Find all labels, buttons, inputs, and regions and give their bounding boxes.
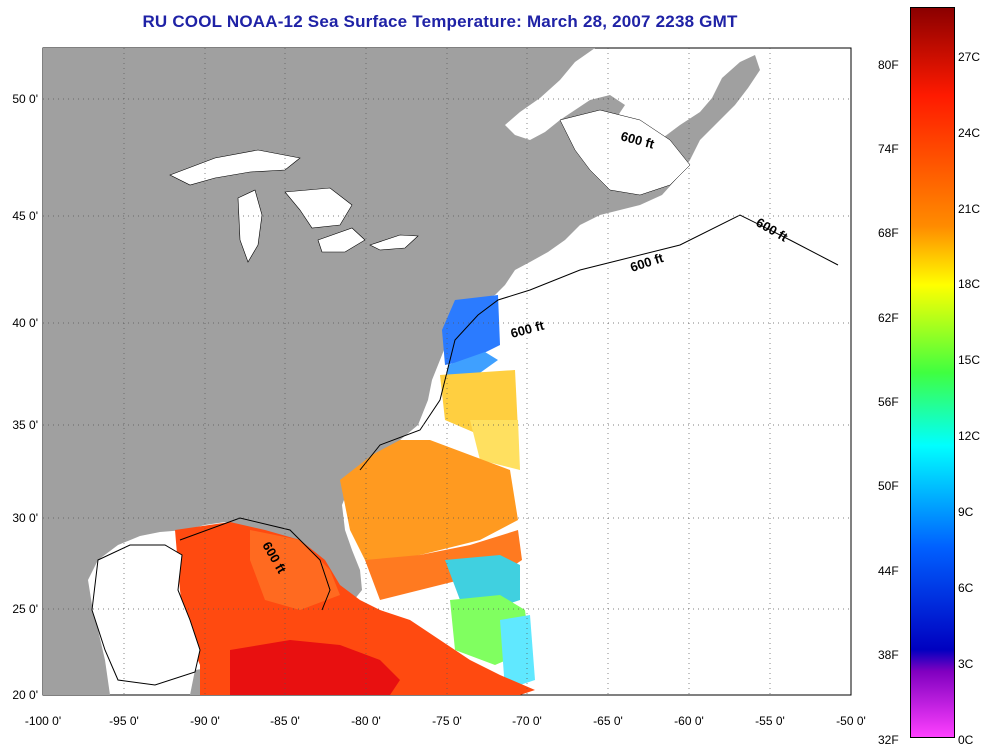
- colorbar-c-label: 3C: [958, 657, 974, 671]
- x-tick-label: -85 0': [270, 714, 300, 728]
- great-lakes: [169, 149, 419, 263]
- x-tick-label: -60 0': [674, 714, 704, 728]
- gulf-no-data: [91, 544, 201, 686]
- temperature-colorbar: [910, 7, 955, 738]
- y-tick-label: 20 0': [12, 688, 38, 702]
- colorbar-c-label: 12C: [958, 429, 981, 443]
- x-tick-label: -70 0': [512, 714, 542, 728]
- colorbar-f-label: 80F: [878, 58, 899, 72]
- x-tick-label: -50 0': [836, 714, 866, 728]
- y-axis-ticks: 50 0' 45 0' 40 0' 35 0' 30 0' 25 0' 20 0…: [12, 92, 38, 702]
- x-tick-label: -90 0': [190, 714, 220, 728]
- x-tick-label: -75 0': [432, 714, 462, 728]
- sst-swath: [175, 295, 535, 695]
- colorbar-c-label: 27C: [958, 50, 981, 64]
- x-tick-label: -80 0': [351, 714, 381, 728]
- colorbar-f-label: 44F: [878, 564, 899, 578]
- y-tick-label: 30 0': [12, 511, 38, 525]
- colorbar-f-label: 62F: [878, 311, 899, 325]
- colorbar-c-label: 6C: [958, 581, 974, 595]
- colorbar-c-label: 24C: [958, 126, 981, 140]
- land-mass: [43, 48, 760, 695]
- x-tick-label: -100 0': [25, 714, 61, 728]
- colorbar-c-label: 9C: [958, 505, 974, 519]
- colorbar-f-label: 68F: [878, 226, 899, 240]
- colorbar-c-label: 15C: [958, 353, 981, 367]
- x-axis-ticks: -100 0' -95 0' -90 0' -85 0' -80 0' -75 …: [25, 714, 866, 728]
- colorbar-f-label: 74F: [878, 142, 899, 156]
- y-tick-label: 25 0': [12, 602, 38, 616]
- gulf-st-lawrence: [559, 109, 691, 196]
- colorbar-f-label: 32F: [878, 733, 899, 747]
- x-tick-label: -65 0': [593, 714, 623, 728]
- y-tick-label: 40 0': [12, 316, 38, 330]
- colorbar-c-label: 18C: [958, 277, 981, 291]
- y-tick-label: 45 0': [12, 209, 38, 223]
- x-tick-label: -55 0': [755, 714, 785, 728]
- map-title: RU COOL NOAA-12 Sea Surface Temperature:…: [142, 12, 738, 31]
- colorbar-f-label: 56F: [878, 395, 899, 409]
- y-tick-label: 35 0': [12, 418, 38, 432]
- colorbar-f-label: 50F: [878, 479, 899, 493]
- colorbar-c-label: 21C: [958, 202, 981, 216]
- colorbar-c-label: 0C: [958, 733, 974, 747]
- x-tick-label: -95 0': [109, 714, 139, 728]
- y-tick-label: 50 0': [12, 92, 38, 106]
- colorbar-f-label: 38F: [878, 648, 899, 662]
